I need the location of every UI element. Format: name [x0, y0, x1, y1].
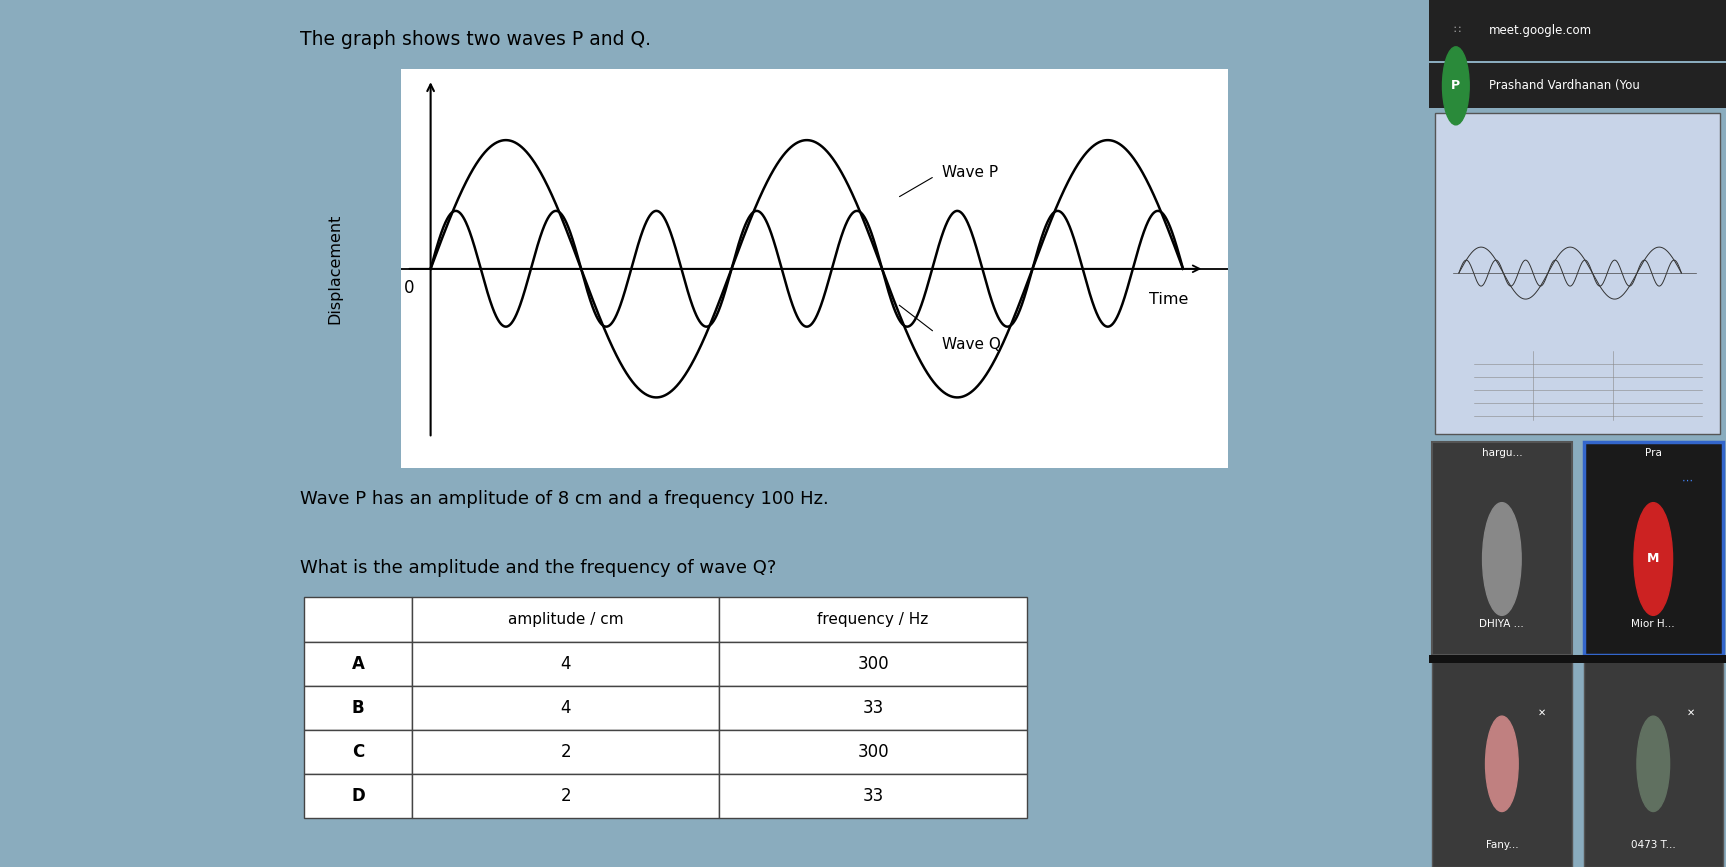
- Bar: [720, 774, 1027, 818]
- Bar: [413, 686, 720, 730]
- Bar: [1429, 655, 1726, 663]
- Text: Wave Q: Wave Q: [942, 336, 1001, 351]
- Bar: [1429, 63, 1726, 108]
- Bar: [304, 774, 413, 818]
- Bar: [720, 597, 1027, 642]
- Text: What is the amplitude and the frequency of wave Q?: What is the amplitude and the frequency …: [300, 559, 777, 577]
- Bar: [1583, 442, 1723, 655]
- Text: meet.google.com: meet.google.com: [1488, 24, 1591, 36]
- Text: ✕: ✕: [1686, 707, 1695, 717]
- Text: Displacement: Displacement: [328, 213, 342, 324]
- Circle shape: [1443, 47, 1469, 125]
- Bar: [720, 730, 1027, 774]
- Text: M: M: [1647, 552, 1659, 565]
- Circle shape: [1483, 503, 1521, 616]
- Bar: [304, 730, 413, 774]
- Text: 2: 2: [561, 743, 571, 761]
- Text: 4: 4: [561, 655, 571, 673]
- Bar: [304, 642, 413, 686]
- Text: 4: 4: [561, 699, 571, 717]
- Text: ✕: ✕: [1538, 707, 1546, 717]
- Bar: [720, 642, 1027, 686]
- Bar: [1434, 113, 1721, 434]
- Text: ⋯: ⋯: [1681, 475, 1693, 486]
- Circle shape: [1635, 503, 1672, 616]
- Text: ∷: ∷: [1453, 25, 1460, 36]
- Text: Prashand Vardhanan (You: Prashand Vardhanan (You: [1488, 80, 1640, 92]
- Bar: [413, 642, 720, 686]
- Bar: [1429, 0, 1726, 61]
- Bar: [413, 597, 720, 642]
- Text: 2: 2: [561, 787, 571, 805]
- Text: 0: 0: [404, 279, 414, 297]
- Text: A: A: [352, 655, 364, 673]
- Circle shape: [1636, 716, 1669, 812]
- Text: amplitude / cm: amplitude / cm: [507, 612, 623, 627]
- Text: 300: 300: [858, 655, 889, 673]
- Bar: [1583, 661, 1723, 867]
- Bar: [1433, 442, 1572, 655]
- Text: Fany...: Fany...: [1486, 839, 1519, 850]
- Text: hargu...: hargu...: [1481, 447, 1522, 458]
- Text: Time: Time: [1150, 292, 1187, 307]
- Text: C: C: [352, 743, 364, 761]
- Text: 33: 33: [863, 699, 884, 717]
- Text: frequency / Hz: frequency / Hz: [818, 612, 929, 627]
- Text: B: B: [352, 699, 364, 717]
- Text: Mior H...: Mior H...: [1631, 618, 1674, 629]
- Text: 300: 300: [858, 743, 889, 761]
- Text: D: D: [352, 787, 366, 805]
- Bar: [304, 597, 413, 642]
- Text: 33: 33: [863, 787, 884, 805]
- Text: DHIYA ...: DHIYA ...: [1479, 618, 1524, 629]
- Text: Wave P has an amplitude of 8 cm and a frequency 100 Hz.: Wave P has an amplitude of 8 cm and a fr…: [300, 490, 828, 508]
- Text: The graph shows two waves P and Q.: The graph shows two waves P and Q.: [300, 30, 651, 49]
- Text: Wave P: Wave P: [942, 165, 998, 179]
- Bar: [1433, 661, 1572, 867]
- Text: Pra: Pra: [1645, 447, 1662, 458]
- Circle shape: [1486, 716, 1519, 812]
- Text: 0473 T...: 0473 T...: [1631, 839, 1676, 850]
- Bar: [413, 774, 720, 818]
- Bar: [413, 730, 720, 774]
- Text: P: P: [1452, 80, 1460, 92]
- Bar: [720, 686, 1027, 730]
- Bar: [304, 686, 413, 730]
